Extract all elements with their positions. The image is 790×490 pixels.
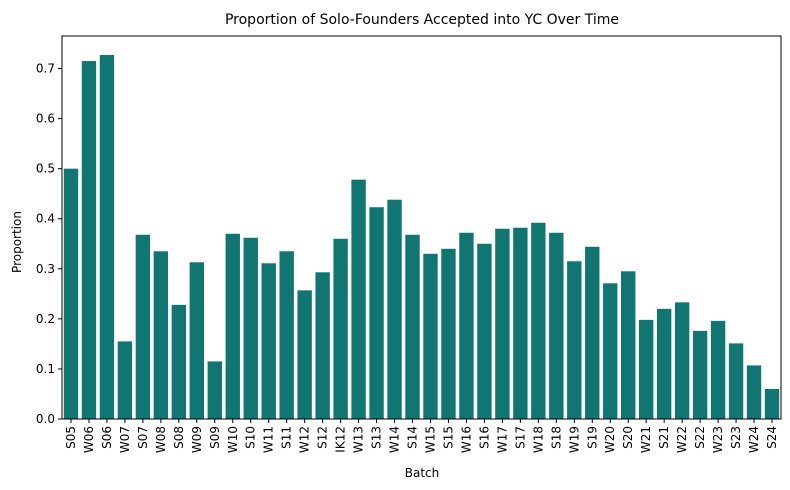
bar-w07 (117, 341, 133, 419)
y-tick-label: 0.0 (36, 412, 55, 426)
x-tick-label: S17 (513, 426, 527, 449)
x-tick-label: S05 (64, 426, 78, 449)
x-tick-label: S07 (136, 426, 150, 449)
bar-w17 (495, 228, 510, 419)
bar-ik12 (333, 238, 348, 419)
y-axis-label: Proportion (10, 211, 24, 273)
x-tick-label: W19 (567, 426, 581, 453)
bar-s18 (549, 232, 564, 419)
x-tick-label: S15 (441, 426, 455, 449)
bar-s20 (621, 271, 636, 419)
x-tick-label: W09 (190, 426, 204, 453)
bar-w20 (603, 283, 618, 419)
bar-w10 (225, 233, 240, 419)
y-axis: 0.0 0.1 0.2 0.3 0.4 0.5 0.6 0.7 (36, 62, 62, 426)
bar-s22 (692, 330, 708, 419)
x-tick-label: S18 (549, 426, 563, 449)
x-tick-label: W21 (639, 426, 653, 453)
bar-w13 (351, 179, 366, 419)
bar-w22 (674, 302, 690, 419)
x-tick-label: S08 (172, 426, 186, 449)
bar-s13 (369, 207, 384, 419)
x-tick-label: W24 (747, 426, 761, 453)
bar-w09 (189, 262, 204, 419)
y-tick-label: 0.1 (36, 362, 55, 376)
y-tick-label: 0.3 (36, 262, 55, 276)
x-tick-label: S13 (370, 426, 384, 449)
x-tick-label: S06 (100, 426, 114, 449)
x-tick-label: W11 (262, 426, 276, 453)
bar-w06 (81, 61, 97, 419)
x-tick-label: W20 (603, 426, 617, 453)
x-tick-label: W15 (423, 426, 437, 453)
x-tick-label: W17 (495, 426, 509, 453)
x-axis: S05 W06 S06 W07 S07 W08 S08 W09 S09 W10 S10 W11 S11 W… (64, 419, 779, 453)
bar-w18 (531, 222, 546, 419)
bar-s24 (764, 388, 780, 419)
x-tick-label: W18 (531, 426, 545, 453)
bar-s19 (585, 246, 600, 419)
x-tick-label: W10 (226, 426, 240, 453)
bar-s12 (315, 272, 330, 419)
x-tick-label: W16 (459, 426, 473, 453)
bar-s08 (171, 304, 187, 419)
x-axis-label: Batch (405, 466, 440, 480)
bar-w12 (297, 290, 312, 419)
y-tick-label: 0.7 (36, 62, 55, 76)
x-tick-label: S24 (765, 426, 779, 449)
x-tick-label: IK12 (334, 426, 348, 453)
y-tick-label: 0.5 (36, 162, 55, 176)
x-tick-label: W23 (711, 426, 725, 453)
bar-w14 (387, 199, 402, 419)
x-tick-label: S09 (208, 426, 222, 449)
bar-s16 (477, 243, 492, 419)
bar-s15 (441, 248, 456, 419)
chart-title: Proportion of Solo-Founders Accepted int… (225, 12, 619, 28)
y-tick-label: 0.2 (36, 312, 55, 326)
x-tick-label: S14 (406, 426, 420, 449)
bar-w16 (459, 232, 474, 419)
bar-s10 (243, 237, 258, 419)
bar-s09 (207, 361, 222, 419)
bar-s11 (279, 251, 294, 419)
x-tick-label: W22 (675, 426, 689, 453)
x-tick-label: W12 (298, 426, 312, 453)
x-tick-label: W07 (118, 426, 132, 453)
x-tick-label: S22 (693, 426, 707, 449)
y-tick-label: 0.4 (36, 212, 55, 226)
x-tick-label: S12 (316, 426, 330, 449)
bar-w19 (567, 261, 582, 419)
bars-group (63, 55, 780, 420)
x-tick-label: S10 (244, 426, 258, 449)
bar-w24 (746, 365, 762, 419)
plot-frame (61, 35, 782, 420)
bar-s21 (656, 308, 672, 419)
x-tick-label: W13 (352, 426, 366, 453)
bar-s14 (405, 234, 420, 419)
bar-w15 (423, 253, 438, 419)
x-tick-label: W14 (388, 426, 402, 453)
bar-w11 (261, 263, 276, 419)
x-tick-label: S11 (280, 426, 294, 449)
bar-s07 (135, 234, 151, 419)
x-tick-label: S16 (477, 426, 491, 449)
bar-w21 (639, 319, 654, 419)
y-tick-label: 0.6 (36, 112, 55, 126)
bar-s23 (728, 343, 744, 419)
bar-s17 (513, 227, 528, 419)
x-tick-label: W08 (154, 426, 168, 453)
x-tick-label: S19 (585, 426, 599, 449)
x-tick-label: S21 (657, 426, 671, 449)
bar-w23 (710, 320, 726, 419)
bar-s05 (63, 168, 79, 419)
bar-s06 (99, 55, 115, 420)
x-tick-label: S23 (729, 426, 743, 449)
x-tick-label: W06 (82, 426, 96, 453)
bar-w08 (153, 251, 169, 419)
x-tick-label: S20 (621, 426, 635, 449)
